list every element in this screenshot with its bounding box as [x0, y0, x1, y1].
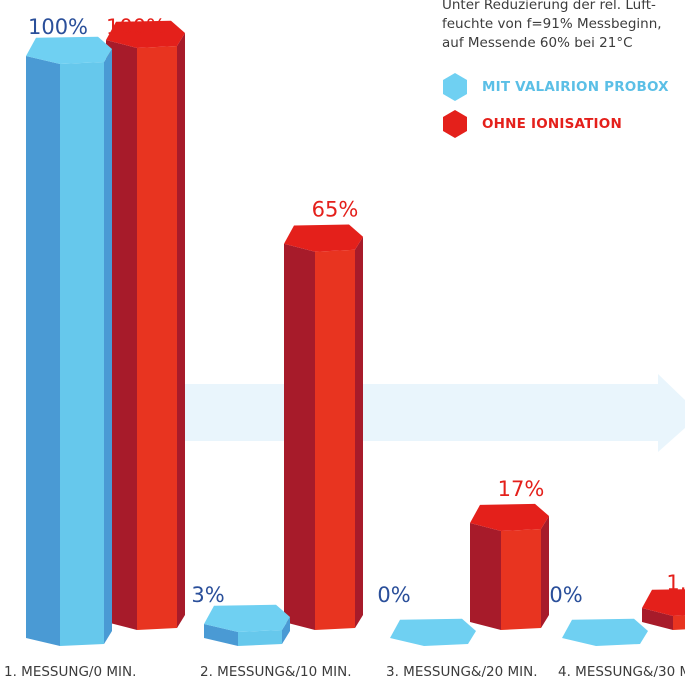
bar-blue-1-edge: [104, 49, 112, 644]
bar-blue-3-top: [390, 618, 476, 646]
bar-blue-2-edge: [282, 617, 290, 644]
bar-red-4-top: [642, 589, 685, 616]
bar-red-2: [284, 224, 363, 630]
trend-arrow: [150, 374, 685, 452]
bars-layer: [26, 20, 685, 646]
bar-red-2-edge: [355, 236, 363, 628]
bar-red-4-front: [673, 615, 685, 630]
bar-red-4: [642, 589, 685, 630]
bar-red-2-side: [284, 243, 315, 630]
value-labels-layer: 100% 100% 65% 3% 17% 0% 1,8% 0%: [28, 15, 685, 607]
value-label-blue-2: 3%: [191, 583, 224, 607]
bar-blue-2-front: [238, 630, 282, 646]
value-label-blue-1: 100%: [28, 15, 88, 39]
category-label-1: 1. MESSUNG/0 MIN.: [4, 664, 136, 679]
bar-blue-4: [562, 618, 648, 646]
value-label-red-3: 17%: [498, 477, 545, 501]
legend-item-without-ionisation: OHNE IONISATION: [440, 109, 622, 139]
bar-blue-2-top: [204, 604, 290, 632]
legend-label-with-probox: MIT VALAIRION PROBOX: [482, 79, 669, 95]
bar-blue-1: [26, 36, 112, 646]
bar-red-3-side: [470, 523, 501, 630]
value-label-blue-4: 0%: [549, 583, 582, 607]
bar-blue-2-side: [204, 624, 238, 646]
bar-red-2-top: [284, 224, 363, 252]
bar-red-4-side: [642, 608, 673, 630]
value-label-blue-3: 0%: [377, 583, 410, 607]
category-labels-layer: 1. MESSUNG/0 MIN. 2. MESSUNG&/10 MIN. 3. M…: [4, 664, 685, 679]
bar-red-1-side: [106, 40, 137, 630]
value-label-red-4: 1,8%: [666, 571, 685, 595]
category-label-3: 3. MESSUNG&/20 MIN.: [386, 664, 538, 679]
hexagon-blue-icon: [443, 73, 467, 101]
legend-item-with-probox: MIT VALAIRION PROBOX: [440, 72, 669, 102]
note-line-2: feuchte von f=91% Messbeginn,: [442, 16, 662, 32]
bar-red-3-edge: [541, 516, 549, 628]
value-label-red-2: 65%: [312, 198, 359, 222]
hexagon-red-icon: [443, 110, 467, 138]
bar-blue-3: [390, 618, 476, 646]
bar-red-3-front: [501, 529, 541, 630]
bar-red-1-front: [137, 46, 177, 630]
note-line-3: auf Messende 60% bei 21°C: [442, 35, 633, 51]
bar-red-1-edge: [177, 33, 185, 628]
bar-blue-4-top: [562, 618, 648, 646]
legend-label-without-ionisation: OHNE IONISATION: [482, 116, 622, 132]
bar-red-1-top: [106, 20, 185, 48]
category-label-2: 2. MESSUNG&/10 MIN.: [200, 664, 352, 679]
note-line-1: Unter Reduzierung der rel. Luft-: [442, 0, 656, 13]
bar-red-1: [106, 20, 185, 630]
value-label-red-1: 100%: [106, 15, 166, 39]
bar-red-2-front: [315, 249, 355, 630]
category-label-4: 4. MESSUNG&/30 MIN.: [558, 664, 685, 679]
bar-blue-2: [204, 604, 290, 646]
bar-red-3: [470, 503, 549, 630]
bar-blue-1-side: [26, 56, 60, 646]
measurement-note: Unter Reduzierung der rel. Luft- feuchte…: [442, 0, 682, 53]
bar-blue-1-top: [26, 36, 112, 64]
bar-red-3-top: [470, 503, 549, 532]
bar-blue-1-front: [60, 62, 104, 646]
